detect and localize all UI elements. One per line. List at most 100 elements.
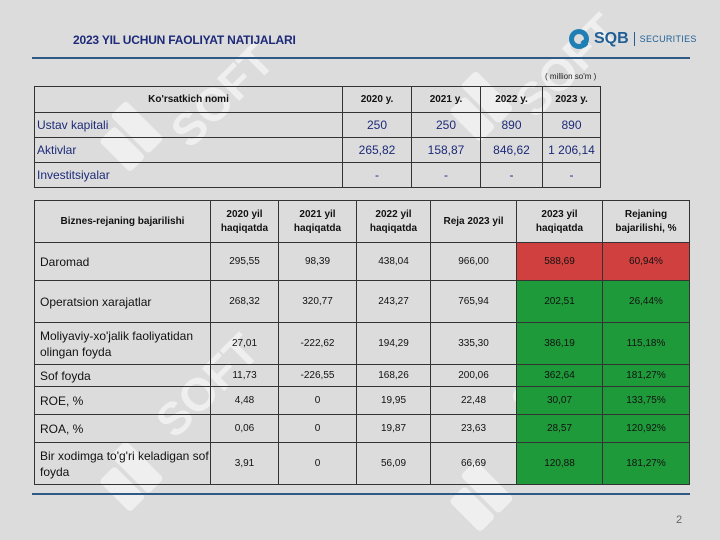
table-cell: 22,48 [430, 386, 517, 415]
column-header: Reja 2023 yil [430, 200, 517, 243]
table-cell: 268,32 [210, 280, 279, 323]
plan-completion-cell: 181,27% [602, 364, 690, 387]
column-header: 2020 y. [342, 86, 412, 113]
table-cell: 438,04 [356, 242, 431, 281]
actual-2023-cell: 386,19 [516, 322, 603, 365]
row-label: Moliyaviy-xo'jalik faoliyatidan olingan … [34, 322, 211, 365]
table-cell: 966,00 [430, 242, 517, 281]
column-header: 2023 y. [542, 86, 601, 113]
table-row: Aktivlar 265,82 158,87 846,62 1 206,14 [34, 137, 601, 163]
plan-completion-cell: 133,75% [602, 386, 690, 415]
column-header: 2021 yil haqiqatda [278, 200, 357, 243]
table-cell: 0 [278, 442, 357, 485]
plan-completion-cell: 26,44% [602, 280, 690, 323]
table-cell: 0 [278, 414, 357, 443]
table-row: Moliyaviy-xo'jalik faoliyatidan olingan … [34, 322, 690, 365]
table-row: Operatsion xarajatlar 268,32 320,77 243,27 7… [34, 280, 690, 323]
actual-2023-cell: 362,64 [516, 364, 603, 387]
table-cell: 66,69 [430, 442, 517, 485]
table-cell: 11,73 [210, 364, 279, 387]
table-cell: 0 [278, 386, 357, 415]
table-cell: 243,27 [356, 280, 431, 323]
unit-note: ( million so'm ) [545, 72, 597, 81]
column-header: 2021 y. [411, 86, 481, 113]
table-cell: - [411, 162, 481, 188]
table-cell: 265,82 [342, 137, 412, 163]
table-cell: 0,06 [210, 414, 279, 443]
table-cell: 194,29 [356, 322, 431, 365]
table-cell: 1 206,14 [542, 137, 601, 163]
actual-2023-cell: 588,69 [516, 242, 603, 281]
row-label: Sof foyda [34, 364, 211, 387]
row-label: Ustav kapitali [34, 112, 343, 138]
sqb-logo-icon [569, 29, 589, 49]
logo-brand: SQB [594, 30, 629, 47]
actual-2023-cell: 202,51 [516, 280, 603, 323]
table-cell: - [342, 162, 412, 188]
table-cell: 3,91 [210, 442, 279, 485]
table-cell: 250 [411, 112, 481, 138]
table-header-row: Ko'rsatkich nomi 2020 y. 2021 y. 2022 y.… [34, 86, 601, 113]
table-cell: 56,09 [356, 442, 431, 485]
row-label: Bir xodimga to'g'ri keladigan sof foyda [34, 442, 211, 485]
table-cell: 765,94 [430, 280, 517, 323]
plan-completion-cell: 115,18% [602, 322, 690, 365]
column-header: Rejaning bajarilishi, % [602, 200, 690, 243]
table-cell: 4,48 [210, 386, 279, 415]
table-row: ROE, % 4,48 0 19,95 22,48 30,07 133,75% [34, 386, 690, 415]
column-header: 2022 yil haqiqatda [356, 200, 431, 243]
table-row: Sof foyda 11,73 -226,55 168,26 200,06 362,64 1… [34, 364, 690, 387]
logo-subtitle: SECURITIES [639, 34, 697, 44]
page-title: 2023 YIL UCHUN FAOLIYAT NATIJALARI [73, 33, 296, 47]
table-cell: 335,30 [430, 322, 517, 365]
row-label: Investitsiyalar [34, 162, 343, 188]
table-cell: -226,55 [278, 364, 357, 387]
table-cell: 19,95 [356, 386, 431, 415]
business-plan-table: Biznes-rejaning bajarilishi 2020 yil haq… [34, 200, 690, 485]
row-label: Aktivlar [34, 137, 343, 163]
row-label: ROE, % [34, 386, 211, 415]
page-number: 2 [676, 514, 683, 526]
table-row: Ustav kapitali 250 250 890 890 [34, 112, 601, 138]
plan-completion-cell: 181,27% [602, 442, 690, 485]
table-cell: 98,39 [278, 242, 357, 281]
table-row: Daromad 295,55 98,39 438,04 966,00 588,69 60,9… [34, 242, 690, 281]
header-divider [32, 57, 690, 59]
table-cell: 250 [342, 112, 412, 138]
table-cell: 168,26 [356, 364, 431, 387]
actual-2023-cell: 30,07 [516, 386, 603, 415]
table-cell: 890 [480, 112, 543, 138]
column-header: 2023 yil haqiqatda [516, 200, 603, 243]
table-cell: 295,55 [210, 242, 279, 281]
table-cell: 846,62 [480, 137, 543, 163]
table-row: Bir xodimga to'g'ri keladigan sof foyda 3… [34, 442, 690, 485]
table-header-row: Biznes-rejaning bajarilishi 2020 yil haq… [34, 200, 690, 243]
plan-completion-cell: 60,94% [602, 242, 690, 281]
company-logo: SQB SECURITIES [568, 25, 697, 53]
row-label: Daromad [34, 242, 211, 281]
column-header: Ko'rsatkich nomi [34, 86, 343, 113]
table-row: ROA, % 0,06 0 19,87 23,63 28,57 120,92% [34, 414, 690, 443]
plan-completion-cell: 120,92% [602, 414, 690, 443]
footer-divider [32, 493, 690, 495]
column-header: Biznes-rejaning bajarilishi [34, 200, 211, 243]
indicators-table: Ko'rsatkich nomi 2020 y. 2021 y. 2022 y.… [34, 86, 601, 188]
table-cell: 19,87 [356, 414, 431, 443]
actual-2023-cell: 120,88 [516, 442, 603, 485]
actual-2023-cell: 28,57 [516, 414, 603, 443]
logo-divider [633, 32, 635, 46]
table-cell: 23,63 [430, 414, 517, 443]
row-label: Operatsion xarajatlar [34, 280, 211, 323]
table-cell: 200,06 [430, 364, 517, 387]
table-cell: 158,87 [411, 137, 481, 163]
table-cell: - [542, 162, 601, 188]
table-cell: 27,01 [210, 322, 279, 365]
table-row: Investitsiyalar - - - - [34, 162, 601, 188]
row-label: ROA, % [34, 414, 211, 443]
table-cell: 320,77 [278, 280, 357, 323]
column-header: 2020 yil haqiqatda [210, 200, 279, 243]
table-cell: -222,62 [278, 322, 357, 365]
column-header: 2022 y. [480, 86, 543, 113]
table-cell: 890 [542, 112, 601, 138]
